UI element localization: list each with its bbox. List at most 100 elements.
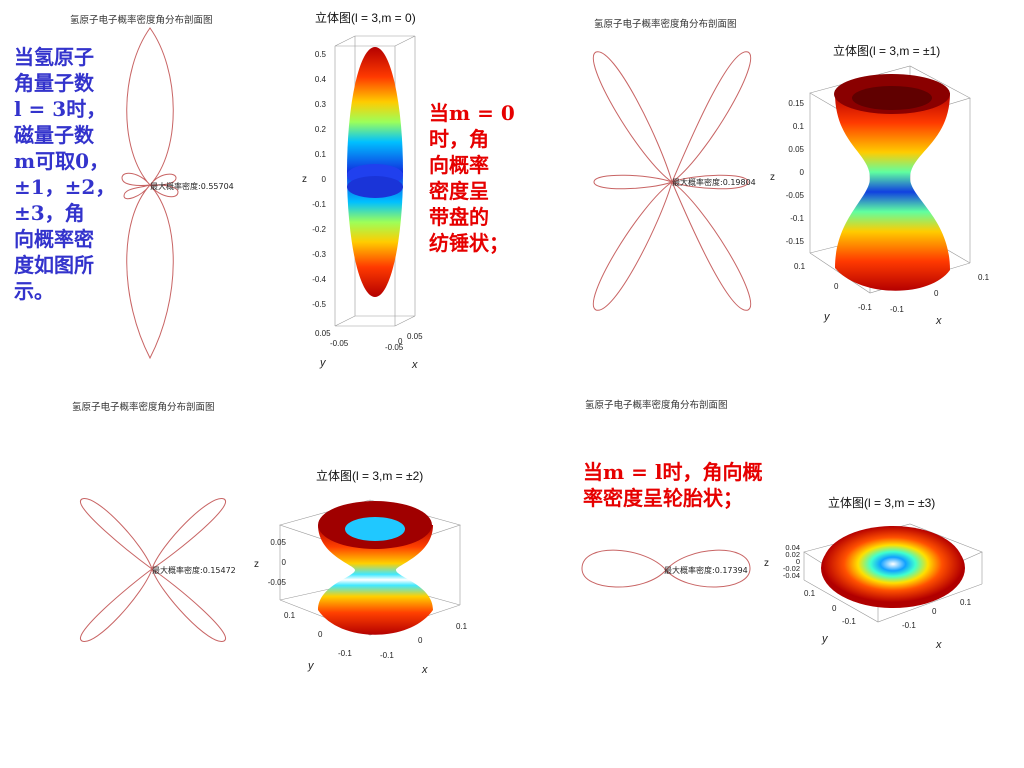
- panel2-z-label: z: [770, 172, 775, 183]
- panel1-bottom-tick: 0.05: [407, 332, 423, 341]
- intro-line: 度如图所: [14, 253, 94, 277]
- panel2-hourglass: [835, 93, 950, 291]
- panel4-bottom-tick: 0: [932, 607, 937, 616]
- panel2-z-tick: -0.1: [790, 214, 804, 223]
- panel2-z-tick: 0: [800, 168, 805, 177]
- panel1-bottom-tick: 0.05: [315, 329, 331, 338]
- intro-line: m可取0，: [14, 149, 110, 173]
- panel1-z-tick: 0.3: [315, 100, 327, 109]
- panel3-bottom-tick: 0: [318, 630, 323, 639]
- panel4-z-label: z: [764, 558, 769, 569]
- panel1-z-tick: 0.4: [315, 75, 327, 84]
- panel3-3d-plot: 0.05 0 -0.05 z 0.1 0 -0.1 -0.1 0 0.1 y x: [254, 499, 468, 676]
- panel3-z-tick: -0.05: [268, 578, 287, 587]
- panel4-3d-plot: 0.04 0.02 0 -0.02 -0.04 z 0.1 0 -0.1 -0.…: [764, 523, 983, 651]
- panel3-z-tick: 0.05: [270, 538, 286, 547]
- m0-line: 带盘的: [429, 205, 489, 229]
- panel3-bottom-tick: -0.1: [338, 649, 352, 658]
- panel1-z-tick: -0.1: [312, 200, 326, 209]
- panel2-3d-plot: 0.15 0.1 0.05 0 -0.05 -0.1 -0.15 z 0.1 0…: [770, 65, 990, 327]
- panel4-bottom-tick: 0.1: [804, 589, 816, 598]
- panel4-polar-plot: [581, 549, 751, 588]
- panel1-y-label: y: [319, 357, 327, 369]
- panel1-bottom-tick: 0: [398, 337, 403, 346]
- panel3-bottom-tick: 0.1: [456, 622, 468, 631]
- panel1-z-tick: 0.2: [315, 125, 327, 134]
- m0-note: 当m = 0 时，角 向概率 密度呈 带盘的 纺锤状；: [429, 100, 515, 256]
- panel1-max-label: 最大概率密度:0.55704: [150, 182, 234, 191]
- ml-note: 当m = l时，角向概 率密度呈轮胎状；: [583, 459, 762, 511]
- panel2-bottom-tick: -0.1: [890, 305, 904, 314]
- panel4-3d-title: 立体图(l = 3,m = ±3): [828, 496, 936, 510]
- panel3-caption: 氢原子电子概率密度角分布剖面图: [72, 402, 215, 413]
- panel2-bottom-tick: 0: [934, 289, 939, 298]
- panel4-bottom-tick: -0.1: [902, 621, 916, 630]
- panel1-bottom-tick: -0.05: [330, 339, 349, 348]
- panel4-z-tick: 0: [796, 557, 800, 566]
- panel2-polar-plot: [592, 51, 752, 311]
- panel2-bottom-tick: -0.1: [858, 303, 872, 312]
- panel2-z-tick: 0.15: [788, 99, 804, 108]
- panel2-z-tick: 0.1: [793, 122, 805, 131]
- panel2-max-label: 最大概率密度:0.19804: [672, 178, 756, 187]
- intro-line: l = 3时，: [14, 97, 107, 121]
- panel1-3d-plot: 0.5 0.4 0.3 0.2 0.1 0 -0.1 -0.2 -0.3 -0.…: [302, 35, 423, 371]
- panel2-bottom-tick: 0.1: [978, 273, 990, 282]
- panel1-z-tick: -0.5: [312, 300, 326, 309]
- m0-line: 密度呈: [429, 179, 489, 203]
- intro-line: 向概率密: [14, 227, 94, 251]
- panel4-z-tick: 0.04: [785, 543, 800, 552]
- panel3-double-torus: [318, 525, 433, 635]
- panel4-bottom-tick: 0.1: [960, 598, 972, 607]
- panel1-z-tick: 0: [322, 175, 327, 184]
- panel2-bottom-tick: 0: [834, 282, 839, 291]
- panel4-max-label: 最大概率密度:0.17394: [664, 566, 748, 575]
- panel3-polar-plot: [79, 498, 227, 642]
- panel3-max-label: 最大概率密度:0.15472: [152, 566, 236, 575]
- panel4-z-tick: -0.04: [783, 571, 800, 580]
- panel3-bottom-tick: -0.1: [380, 651, 394, 660]
- m0-line: 当m = 0: [429, 101, 515, 125]
- panel1-z-tick: -0.2: [312, 225, 326, 234]
- panel1-caption: 氢原子电子概率密度角分布剖面图: [70, 15, 213, 26]
- m0-line: 纺锤状；: [429, 231, 509, 255]
- panel3-bottom-tick: 0: [418, 636, 423, 645]
- panel2-bottom-tick: 0.1: [794, 262, 806, 271]
- panel1-z-tick: 0.5: [315, 50, 327, 59]
- intro-line: ±3，角: [14, 201, 85, 225]
- panel1-3d-title: 立体图(l = 3,m = 0): [315, 11, 416, 25]
- panel1-z-tick: 0.1: [315, 150, 327, 159]
- panel4-torus: [823, 526, 963, 602]
- panel2-z-tick: -0.15: [786, 237, 805, 246]
- panel2-x-label: x: [935, 315, 942, 327]
- m0-line: 时，角: [429, 127, 489, 151]
- panel4-y-label: y: [821, 633, 829, 645]
- panel2-caption: 氢原子电子概率密度角分布剖面图: [594, 19, 737, 30]
- intro-line: 角量子数: [14, 71, 94, 95]
- panel1-z-tick: -0.4: [312, 275, 326, 284]
- panel2-3d-title: 立体图(l = 3,m = ±1): [833, 44, 941, 58]
- panel4-z-tick: -0.02: [783, 564, 800, 573]
- panel1-bottom-tick: -0.05: [385, 343, 404, 352]
- panel2-z-tick: -0.05: [786, 191, 805, 200]
- intro-line: ±1，±2，: [14, 175, 116, 199]
- panel4-bottom-tick: 0: [832, 604, 837, 613]
- panel2-y-label: y: [823, 311, 831, 323]
- panel4-x-label: x: [935, 639, 942, 651]
- panel1-polar-curve: [121, 27, 179, 360]
- panel2-z-tick: 0.05: [788, 145, 804, 154]
- panel3-bottom-tick: 0.1: [284, 611, 296, 620]
- intro-line: 当氢原子: [14, 45, 94, 69]
- panel3-x-label: x: [421, 664, 428, 676]
- m0-line: 向概率: [429, 153, 489, 177]
- intro-line: 磁量子数: [14, 123, 94, 147]
- panel4-bottom-tick: -0.1: [842, 617, 856, 626]
- panel1-z-tick: -0.3: [312, 250, 326, 259]
- intro-line: 示。: [14, 279, 54, 303]
- panel3-z-label: z: [254, 559, 259, 570]
- panel3-z-tick: 0: [282, 558, 287, 567]
- ml-line: 当m = l时，角向概: [583, 460, 763, 484]
- panel3-y-label: y: [307, 660, 315, 672]
- panel1-x-label: x: [411, 359, 418, 371]
- ml-line: 率密度呈轮胎状；: [583, 486, 743, 510]
